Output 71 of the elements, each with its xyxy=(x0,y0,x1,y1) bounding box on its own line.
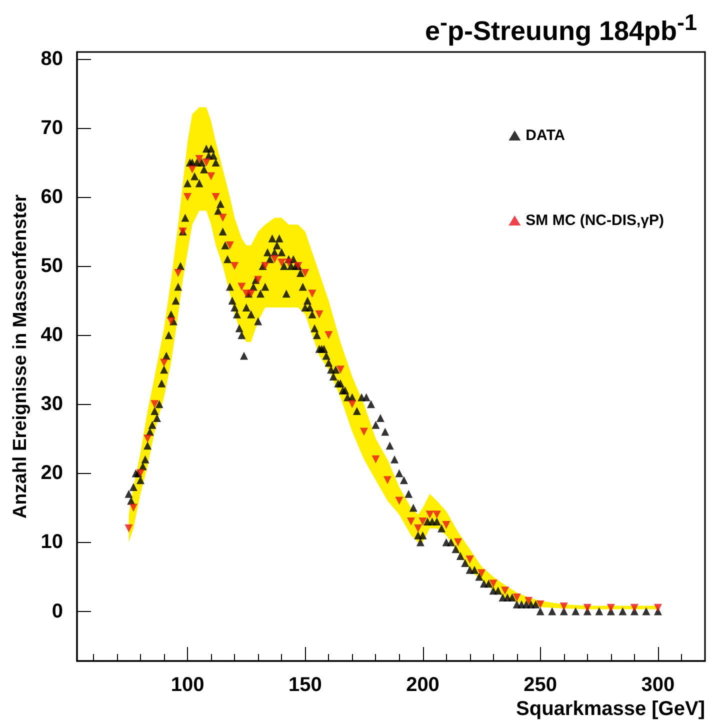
point xyxy=(184,193,192,201)
x-axis-title: Squarkmasse [GeV] xyxy=(516,698,705,720)
point xyxy=(207,172,216,180)
point xyxy=(442,520,450,529)
point xyxy=(247,290,256,298)
point xyxy=(212,193,220,201)
point xyxy=(478,569,486,578)
point xyxy=(395,496,404,505)
y-tick-label: 60 xyxy=(40,186,63,208)
point xyxy=(261,262,270,270)
point xyxy=(583,604,592,612)
point xyxy=(284,258,293,267)
point xyxy=(489,580,498,588)
y-tick-label: 80 xyxy=(40,48,63,70)
y-tick-label: 50 xyxy=(40,255,63,278)
point xyxy=(372,455,380,464)
point xyxy=(536,600,544,608)
point xyxy=(432,510,441,519)
legend-label: DATA xyxy=(526,127,566,144)
point xyxy=(654,604,662,612)
x-tick-label: 100 xyxy=(170,674,204,696)
x-tick-label: 300 xyxy=(641,674,675,696)
point xyxy=(406,518,415,526)
point xyxy=(202,158,210,166)
point xyxy=(124,524,133,532)
point xyxy=(324,331,333,340)
point xyxy=(560,602,568,610)
point xyxy=(230,262,239,270)
point xyxy=(150,400,159,408)
y-tick-label: 70 xyxy=(40,116,63,139)
y-tick-label: 10 xyxy=(40,531,63,554)
point xyxy=(383,476,392,484)
point xyxy=(512,593,521,602)
point xyxy=(360,428,368,436)
chart-title: e$^{-}$p-Streuung 184pb$^{-1}$ xyxy=(424,10,697,47)
point xyxy=(418,518,427,526)
legend-label: SM MC (NC-DIS,γP) xyxy=(526,212,664,229)
point xyxy=(630,604,638,612)
x-tick-label: 150 xyxy=(288,674,322,696)
point xyxy=(348,400,356,408)
point xyxy=(336,366,344,374)
y-tick-label: 0 xyxy=(52,600,63,622)
point xyxy=(301,268,310,277)
x-tick-label: 250 xyxy=(524,674,558,696)
point xyxy=(238,282,246,291)
point xyxy=(226,241,234,250)
point xyxy=(315,310,324,318)
point xyxy=(188,165,196,174)
point xyxy=(144,434,152,443)
point xyxy=(160,358,168,367)
point xyxy=(195,155,204,164)
point xyxy=(218,214,227,222)
point xyxy=(174,268,182,277)
x-tick-label: 200 xyxy=(406,674,440,696)
point xyxy=(308,290,316,298)
y-axis-title: Anzahl Ereignisse in Massenfenster xyxy=(10,194,31,519)
y-tick-label: 40 xyxy=(40,324,63,346)
point xyxy=(129,504,138,512)
point xyxy=(466,556,474,564)
point xyxy=(524,596,533,605)
y-tick-label: 20 xyxy=(40,462,63,484)
point xyxy=(501,586,510,595)
point xyxy=(136,469,145,478)
y-tick-label: 30 xyxy=(40,393,63,416)
point xyxy=(454,538,462,546)
point xyxy=(278,258,286,267)
point xyxy=(426,510,434,519)
point xyxy=(254,276,262,284)
point xyxy=(270,255,279,264)
point xyxy=(606,604,615,612)
point xyxy=(414,524,422,532)
